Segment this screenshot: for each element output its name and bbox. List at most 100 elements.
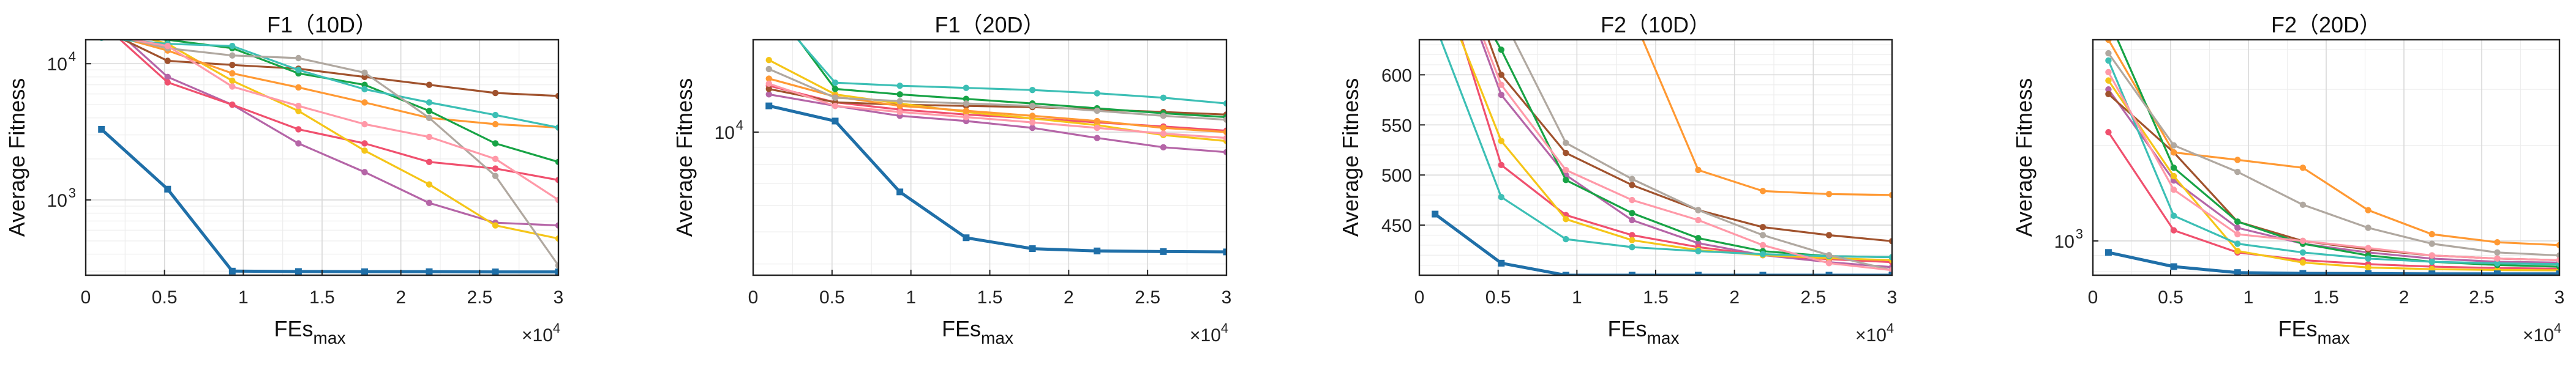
x-tick-label: 0.5	[2158, 287, 2184, 308]
data-point	[1629, 216, 1635, 224]
x-tick-label: 1	[238, 287, 249, 308]
data-point	[229, 77, 236, 84]
data-point	[1223, 149, 1226, 156]
data-point	[1759, 272, 1767, 275]
data-point	[295, 268, 302, 275]
data-point	[2170, 227, 2177, 234]
data-point	[1759, 242, 1767, 249]
data-point	[1094, 90, 1100, 97]
x-tick-label: 3	[2555, 287, 2565, 308]
data-point	[896, 83, 903, 89]
y-tick-label: 103	[47, 185, 76, 211]
data-point	[99, 31, 105, 37]
data-point	[1223, 248, 1226, 256]
x-tick-label: 1	[906, 287, 916, 308]
data-point	[1695, 248, 1702, 254]
x-axis-label-subscript: max	[1647, 328, 1680, 347]
y-tick-label: 104	[715, 117, 743, 143]
x-tick-label: 1	[1572, 287, 1582, 308]
data-point	[1223, 128, 1226, 136]
data-point	[1629, 176, 1635, 182]
data-point	[492, 268, 499, 275]
data-point	[2494, 239, 2501, 246]
series-line-s4	[121, 40, 558, 97]
y-tick-label: 104	[47, 49, 76, 75]
data-point	[2170, 172, 2177, 180]
data-point	[2428, 270, 2436, 275]
data-point	[765, 102, 773, 109]
x-multiplier-base: ×10	[1855, 325, 1887, 346]
x-tick-label: 2	[396, 287, 406, 308]
data-point	[361, 99, 368, 106]
data-point	[2428, 258, 2435, 265]
data-point	[1629, 232, 1635, 239]
data-point	[555, 196, 558, 204]
x-multiplier-exponent: 4	[1887, 320, 1894, 336]
data-point	[2170, 212, 2177, 220]
series-line-s10	[768, 83, 1226, 139]
data-point	[765, 80, 772, 87]
data-point	[426, 99, 433, 106]
data-point	[2493, 270, 2501, 275]
data-point	[765, 86, 772, 92]
data-point	[1695, 216, 1702, 224]
data-point	[2365, 245, 2371, 251]
data-point	[1563, 149, 1569, 157]
data-point	[361, 81, 368, 88]
data-point	[2105, 249, 2112, 256]
data-point	[492, 222, 499, 229]
data-point	[2428, 240, 2435, 247]
x-tick-label: 0	[2088, 287, 2098, 308]
data-point	[1888, 272, 1892, 275]
data-point	[1223, 100, 1226, 107]
data-point	[1498, 12, 1504, 18]
x-tick-label: 3	[554, 287, 564, 308]
y-tick-base: 10	[2054, 232, 2075, 252]
x-tick-label: 2	[2399, 287, 2409, 308]
data-point	[765, 56, 772, 64]
data-point	[2105, 86, 2112, 93]
data-point	[2105, 68, 2112, 76]
data-point	[426, 158, 433, 166]
series-line-s9	[2108, 53, 2559, 257]
data-point	[99, 20, 105, 26]
data-point	[2494, 260, 2501, 267]
data-point	[896, 188, 904, 196]
data-point	[1498, 72, 1505, 78]
x-axis-label-subscript: max	[314, 328, 346, 347]
data-point	[2428, 252, 2435, 259]
data-point	[1629, 210, 1635, 216]
x-tick-label: 2.5	[1800, 287, 1826, 308]
series-line-s6	[1642, 40, 1892, 196]
x-tick-label: 1	[2244, 287, 2254, 308]
x-tick-label: 2.5	[467, 287, 492, 308]
data-point	[1498, 46, 1505, 53]
data-point	[1888, 254, 1892, 261]
x-tick-label: 3	[1222, 287, 1232, 308]
data-point	[766, 0, 772, 4]
series-group	[98, 20, 558, 275]
data-point	[1825, 252, 1833, 259]
data-point	[555, 262, 558, 269]
x-multiplier-base: ×10	[2523, 325, 2554, 346]
series-line-s9	[1512, 40, 1892, 272]
data-point	[2428, 231, 2435, 238]
data-point	[295, 54, 302, 62]
series-line-s1	[1434, 213, 1892, 275]
data-point	[1562, 272, 1569, 275]
data-point	[2365, 224, 2371, 231]
data-point	[1563, 166, 1569, 174]
data-point	[896, 108, 903, 116]
data-point	[2556, 257, 2559, 264]
data-point	[1888, 238, 1892, 245]
x-axis-label-main: FEs	[942, 316, 981, 341]
data-point	[1695, 166, 1702, 174]
data-point	[1563, 177, 1569, 183]
series-group	[1432, 12, 1892, 275]
data-point	[2234, 231, 2241, 238]
chart-title: F2（10D）	[1601, 12, 1711, 37]
series-line-s7	[797, 40, 1226, 119]
